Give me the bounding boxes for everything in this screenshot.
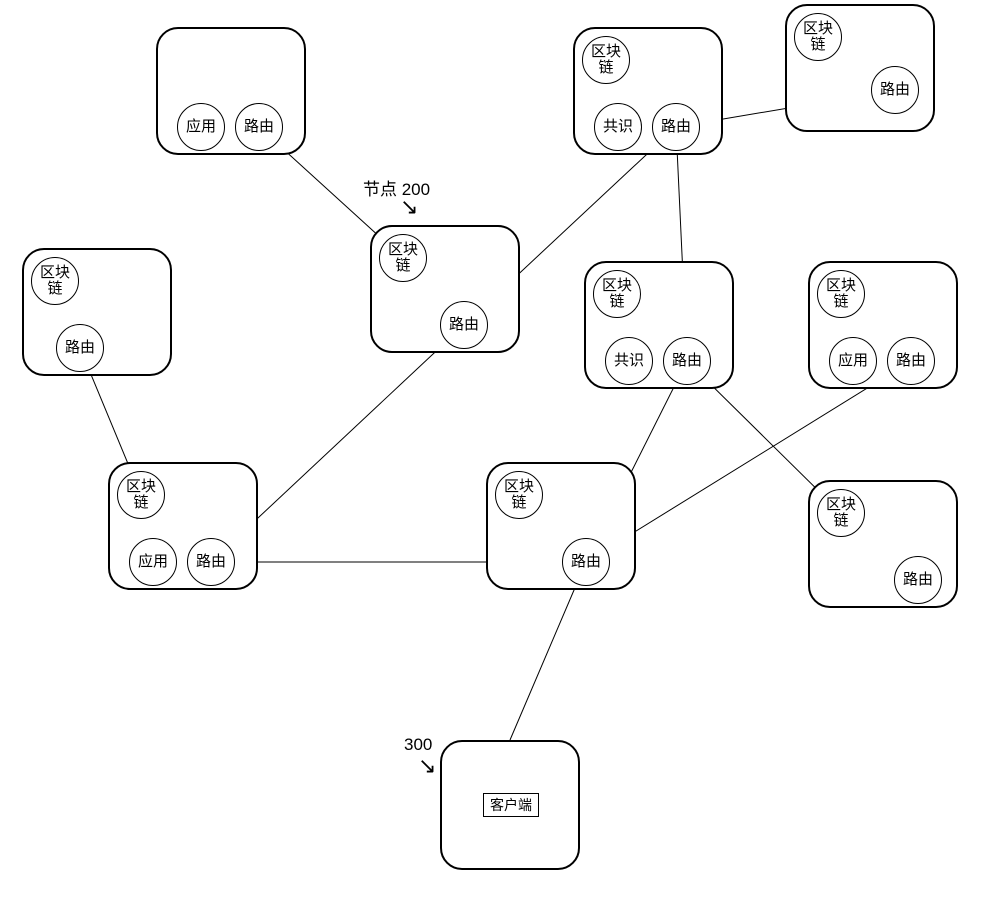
arrow-to_node200: ↘	[400, 196, 418, 218]
bubble-n7_route: 路由	[887, 337, 935, 385]
bubble-n1_app: 应用	[177, 103, 225, 151]
bubble-n2_route: 路由	[652, 103, 700, 151]
bubble-n6_chain: 区块 链	[593, 270, 641, 318]
bubble-n10_route: 路由	[894, 556, 942, 604]
bubble-n2_cons: 共识	[594, 103, 642, 151]
diagram-stage: 应用路由区块 链共识路由区块 链路由区块 链路由区块 链路由区块 链共识路由区块…	[0, 0, 1000, 903]
bubble-n9_route: 路由	[562, 538, 610, 586]
arrow-to_client: ↘	[418, 755, 436, 777]
bubble-n3_chain: 区块 链	[794, 13, 842, 61]
label-node200: 节点 200	[363, 175, 430, 200]
bubble-n1_route: 路由	[235, 103, 283, 151]
client-label: 客户端	[483, 793, 539, 817]
bubble-n10_chain: 区块 链	[817, 489, 865, 537]
bubble-n4_chain: 区块 链	[31, 257, 79, 305]
bubble-n7_chain: 区块 链	[817, 270, 865, 318]
bubble-n5_route: 路由	[440, 301, 488, 349]
bubble-n9_chain: 区块 链	[495, 471, 543, 519]
bubble-n4_route: 路由	[56, 324, 104, 372]
bubble-n2_chain: 区块 链	[582, 36, 630, 84]
bubble-n8_route: 路由	[187, 538, 235, 586]
bubble-n8_chain: 区块 链	[117, 471, 165, 519]
bubble-n5_chain: 区块 链	[379, 234, 427, 282]
label-client300: 300	[404, 735, 432, 755]
bubble-n6_route: 路由	[663, 337, 711, 385]
bubble-n3_route: 路由	[871, 66, 919, 114]
bubble-n7_app: 应用	[829, 337, 877, 385]
bubble-n8_app: 应用	[129, 538, 177, 586]
bubble-n6_cons: 共识	[605, 337, 653, 385]
